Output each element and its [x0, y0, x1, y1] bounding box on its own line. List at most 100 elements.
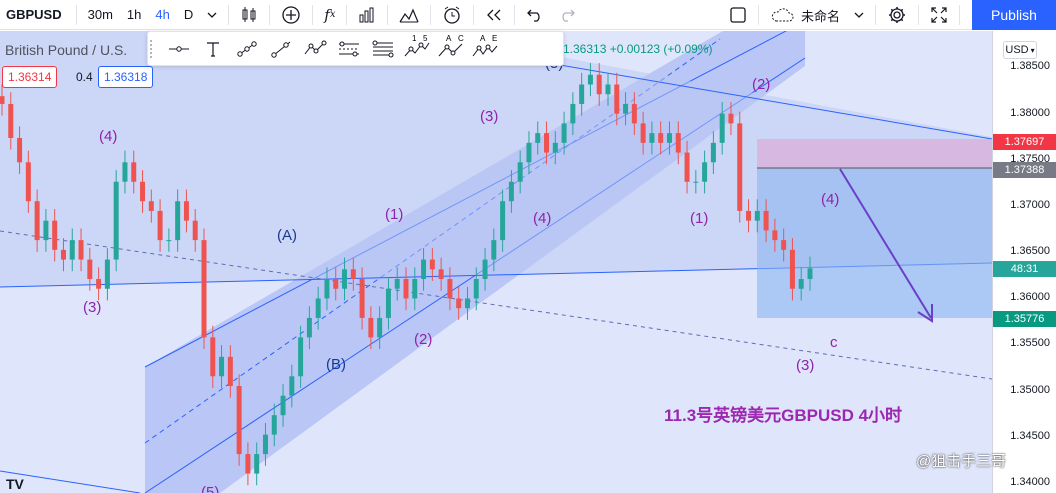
interval-30m[interactable]: 30m — [87, 7, 113, 22]
candle-body — [754, 210, 760, 221]
bid-price[interactable]: 1.36314 — [2, 66, 58, 88]
chart-canvas[interactable] — [0, 31, 992, 493]
divider — [312, 4, 314, 25]
divider — [269, 4, 271, 25]
elliott-triangle-icon[interactable]: A E — [468, 34, 502, 64]
candle-body — [658, 133, 664, 143]
candle-body — [201, 240, 207, 338]
candle-body — [298, 337, 304, 377]
candle-body — [438, 269, 444, 280]
parallel-channel-icon[interactable] — [332, 34, 366, 64]
candle-body — [245, 454, 251, 474]
candle-body — [34, 201, 40, 241]
candle-body — [96, 279, 102, 289]
divider — [430, 4, 432, 25]
interval-1h[interactable]: 1h — [126, 7, 142, 22]
fib-channel-icon[interactable] — [366, 34, 400, 64]
fullscreen-icon[interactable] — [923, 0, 955, 30]
symbol-search[interactable]: GBPUSD — [6, 7, 62, 22]
candle-body — [306, 317, 312, 338]
drag-handle-icon[interactable] — [150, 39, 158, 58]
price-tick: 1.35500 — [1010, 337, 1050, 349]
redo-icon[interactable] — [551, 0, 583, 30]
wave-label: (3) — [796, 357, 815, 374]
wave-label: (A) — [277, 227, 297, 244]
ask-price[interactable]: 1.36318 — [98, 66, 154, 88]
projection-arrow-line — [839, 168, 932, 319]
spread-value: 0.4 — [76, 70, 93, 84]
target-rect-lower — [757, 168, 992, 318]
text-icon[interactable] — [196, 34, 230, 64]
candle-body — [508, 181, 514, 202]
candle-body — [640, 123, 646, 143]
candle-body — [614, 84, 620, 114]
candle-body — [104, 259, 110, 289]
wave-label: (1) — [385, 206, 404, 223]
layout-icon[interactable] — [722, 0, 754, 30]
candle-body — [693, 181, 699, 183]
horizontal-ray-icon[interactable] — [162, 34, 196, 64]
projection-arrow-head — [917, 304, 933, 323]
trend-line-icon[interactable] — [230, 34, 264, 64]
ray-icon[interactable] — [264, 34, 298, 64]
candle-body — [544, 133, 550, 153]
tradingview-logo[interactable]: TV — [6, 476, 24, 492]
price-tag-target: 1.35776 — [993, 311, 1056, 327]
interval-4h[interactable]: 4h — [155, 7, 170, 22]
alert-icon[interactable] — [435, 0, 469, 30]
layout-name[interactable]: 未命名 — [801, 8, 841, 24]
elliott-impulse-icon[interactable]: 1 5 — [400, 34, 434, 64]
candle-body — [394, 279, 400, 289]
wave-label: (5) — [201, 484, 220, 493]
candle-body — [131, 162, 137, 182]
currency-selector[interactable]: USD ▾ — [1003, 41, 1037, 59]
gear-icon[interactable] — [880, 0, 914, 30]
divider — [473, 4, 475, 25]
candle-body — [254, 454, 260, 474]
plus-circle-icon[interactable] — [274, 0, 308, 30]
divider — [387, 4, 389, 25]
countdown-tag: 48:31 — [993, 261, 1056, 277]
wave-label: (1) — [690, 210, 709, 227]
chart-pane[interactable]: (4) (3) (A) (B) (1) (2) (3) (4) (5) (2) … — [0, 31, 992, 493]
elliott-correction-icon[interactable]: A C — [434, 34, 468, 64]
templates-icon[interactable] — [392, 0, 426, 30]
candle-body — [236, 386, 242, 455]
candle-body — [587, 74, 593, 85]
replay-icon[interactable] — [478, 0, 510, 30]
symbol-title[interactable]: British Pound / U.S. — [5, 42, 128, 58]
candles-group — [0, 63, 813, 486]
candle-body — [192, 220, 198, 241]
candle-body — [789, 249, 795, 289]
candle-body — [210, 337, 216, 377]
wave-label: (3) — [480, 108, 499, 125]
elliott-label: C — [458, 33, 464, 43]
candle-body — [561, 123, 567, 143]
price-tick: 1.38000 — [1010, 107, 1050, 119]
cloud-icon[interactable] — [763, 0, 801, 30]
candle-body — [666, 133, 672, 143]
chevron-down-icon[interactable] — [200, 0, 224, 30]
candle-body — [183, 201, 189, 221]
divider — [228, 4, 230, 25]
price-axis[interactable]: 1.38500 1.38000 1.37500 1.37000 1.36500 … — [992, 31, 1056, 493]
candle-body — [500, 201, 506, 241]
layout-chevron-icon[interactable] — [847, 0, 871, 30]
candle-body — [464, 298, 470, 309]
candle-body — [113, 181, 119, 260]
candle-body — [17, 137, 23, 163]
wave-label: (2) — [414, 331, 433, 348]
candle-body — [8, 103, 14, 138]
interval-d[interactable]: D — [183, 7, 194, 22]
candle-body — [315, 298, 321, 318]
candle-body — [763, 210, 769, 231]
candle-body — [781, 240, 787, 250]
publish-button[interactable]: Publish — [972, 0, 1056, 30]
candles-icon[interactable] — [233, 0, 265, 30]
undo-icon[interactable] — [519, 0, 551, 30]
polyline-icon[interactable] — [298, 34, 332, 64]
bar-chart-icon[interactable] — [351, 0, 383, 30]
